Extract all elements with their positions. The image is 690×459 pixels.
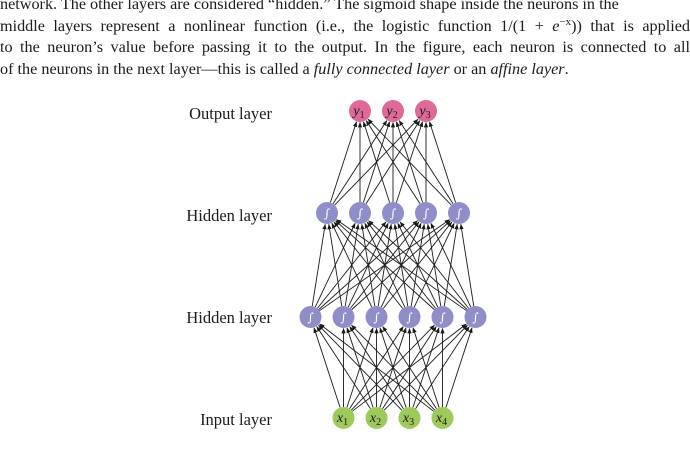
sigmoid-icon: ∫ (324, 207, 331, 221)
connection-edge (313, 327, 341, 408)
paragraph-line-2-start: middle layers represent a nonlinear func… (0, 16, 553, 35)
hidden-neuron-circle (448, 202, 470, 224)
paragraph-line-1: network. The other layers are considered… (0, 0, 619, 13)
output-variable-label: y2 (384, 104, 397, 121)
connection-edge (399, 221, 470, 309)
connection-edge (382, 326, 437, 410)
paragraph-line-4-mid: or an (449, 59, 491, 78)
paragraph-line-4-end: . (564, 59, 569, 78)
output-variable-label: y3 (417, 104, 430, 121)
output-neuron: y1 (349, 100, 371, 122)
output-neuron: y3 (415, 100, 437, 122)
sigmoid-icon: ∫ (307, 311, 314, 325)
connection-edge (430, 222, 472, 308)
sigmoid-icon: ∫ (456, 207, 463, 221)
math-e: e (552, 16, 560, 35)
connection-edge (335, 220, 435, 310)
input-neuron: x4 (431, 407, 454, 429)
input-neuron: x1 (332, 407, 355, 429)
connections (311, 118, 475, 412)
paragraph-line-4: of the neurons in the next layer—this is… (0, 59, 690, 81)
paragraph-line-3: to the neuron’s value before passing it … (0, 38, 690, 56)
connection-edge (365, 120, 421, 205)
input-neuron: x2 (365, 407, 388, 429)
sigmoid-icon: ∫ (390, 207, 397, 221)
paragraph-line-4-start: of the neurons in the next layer—this is… (0, 59, 314, 78)
connection-edge (428, 121, 457, 203)
output-neuron-circle (349, 100, 371, 122)
hidden-neuron: ∫ (431, 306, 454, 328)
hidden-neuron: ∫ (415, 202, 437, 224)
hidden-neuron-circle (415, 202, 437, 224)
input-neuron-circle (398, 407, 421, 429)
connection-edge (367, 118, 452, 206)
hidden-neuron: ∫ (299, 306, 322, 328)
output-layer-label: Output layer (189, 104, 272, 123)
connection-edge (398, 120, 454, 205)
connection-edge (333, 221, 404, 309)
hidden-neuron-circle (398, 306, 421, 328)
connection-edge (368, 220, 468, 310)
output-variable-label: y1 (351, 104, 364, 121)
paragraph-line-2-end: )) that is applied (571, 16, 690, 35)
paragraph-line-2: middle layers represent a nonlinear func… (0, 16, 690, 38)
hidden-neuron: ∫ (365, 306, 388, 328)
sigmoid-icon: ∫ (472, 311, 479, 325)
hidden-neuron: ∫ (464, 306, 487, 328)
hidden-neuron: ∫ (382, 202, 404, 224)
hidden-neuron-circle (382, 202, 404, 224)
input-variable-label: x1 (336, 411, 348, 428)
hidden-neuron-circle (431, 306, 454, 328)
sigmoid-icon: ∫ (357, 207, 364, 221)
hidden-neuron-circle (316, 202, 338, 224)
hidden-neuron: ∫ (349, 202, 371, 224)
hidden-layer-2-label: Hidden layer (186, 206, 272, 225)
connection-edge (331, 222, 373, 308)
input-variable-label: x4 (435, 411, 447, 428)
hidden-neuron: ∫ (332, 306, 355, 328)
input-layer-label: Input layer (200, 410, 272, 429)
connection-edge (316, 326, 371, 410)
connection-edge (362, 121, 391, 203)
sigmoid-icon: ∫ (406, 311, 413, 325)
connection-edge (412, 327, 440, 408)
input-variable-label: x2 (369, 411, 381, 428)
hidden-neuron-circle (365, 306, 388, 328)
sigmoid-icon: ∫ (340, 311, 347, 325)
input-neuron-circle (431, 407, 454, 429)
connection-edge (329, 121, 358, 203)
connection-edge (351, 324, 436, 411)
input-neuron-circle (332, 407, 355, 429)
sigmoid-icon: ∫ (373, 311, 380, 325)
term-fully-connected-layer: fully connected layer (313, 59, 450, 78)
math-exponent: −x (559, 15, 572, 28)
connection-edge (459, 223, 475, 307)
hidden-neuron-circle (299, 306, 322, 328)
input-neuron-circle (365, 407, 388, 429)
connection-edge (445, 327, 473, 408)
hidden-neuron: ∫ (316, 202, 338, 224)
body-paragraph: network. The other layers are considered… (0, 0, 690, 80)
input-variable-label: x3 (402, 411, 414, 428)
term-affine-layer: affine layer (490, 59, 565, 78)
output-neuron-circle (382, 100, 404, 122)
hidden-layer-1-label: Hidden layer (186, 308, 272, 327)
output-neuron-circle (415, 100, 437, 122)
hidden-neuron-circle (464, 306, 487, 328)
input-neuron: x3 (398, 407, 421, 429)
neurons: y1 y2 y3 ∫ ∫ ∫ ∫ ∫ ∫ ∫ ∫ ∫ ∫ ∫ x1 x2 x3 x4 (299, 100, 487, 429)
connection-edge (335, 219, 467, 312)
hidden-neuron: ∫ (448, 202, 470, 224)
connection-edge (318, 324, 403, 411)
hidden-neuron-circle (332, 306, 355, 328)
sigmoid-icon: ∫ (423, 207, 430, 221)
connection-edge (311, 223, 327, 307)
sigmoid-icon: ∫ (439, 311, 446, 325)
connection-edge (319, 323, 435, 412)
hidden-neuron: ∫ (398, 306, 421, 328)
output-neuron: y2 (382, 100, 404, 122)
hidden-neuron-circle (349, 202, 371, 224)
connection-edge (327, 223, 343, 307)
